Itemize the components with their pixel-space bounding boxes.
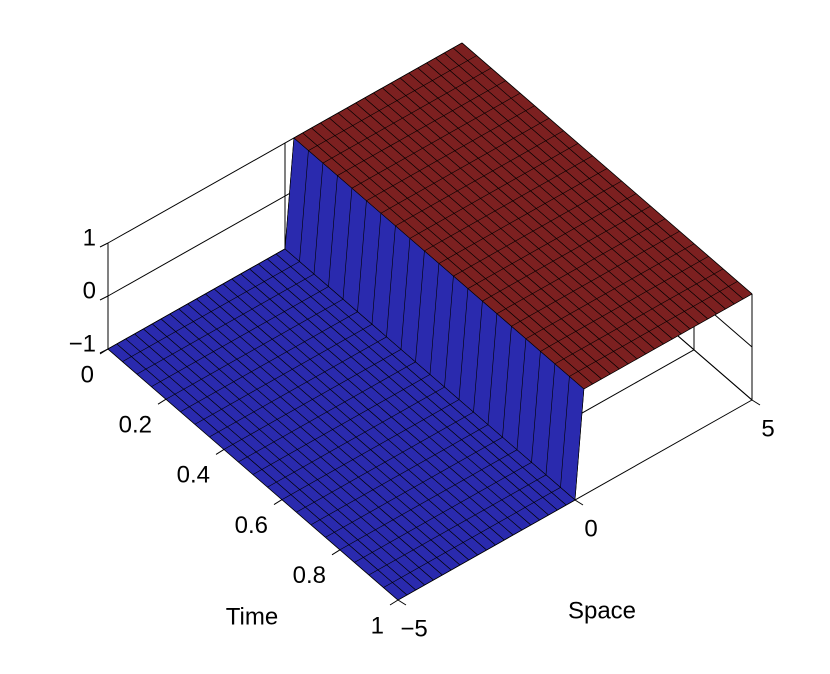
- mesh-line: [267, 180, 622, 488]
- mesh-line: [209, 130, 564, 438]
- mesh-line: [310, 218, 666, 525]
- mesh-line: [368, 268, 724, 576]
- tick-mark: [157, 398, 167, 405]
- y-tick-label: 0.8: [293, 562, 326, 589]
- tick-mark: [751, 399, 761, 406]
- z-tick-label: −1: [69, 330, 96, 357]
- y-tick-label: 1: [371, 612, 384, 639]
- mesh-line: [136, 67, 492, 375]
- mesh-line: [180, 105, 535, 413]
- mesh-line: [151, 80, 506, 387]
- mesh-line: [238, 155, 593, 463]
- mesh-line: [281, 193, 637, 500]
- x-tick-label: 5: [761, 415, 774, 442]
- tick-mark: [273, 499, 283, 506]
- tick-mark: [331, 549, 341, 556]
- mesh-line: [252, 168, 608, 475]
- y-axis-label: Time: [226, 603, 278, 630]
- tick-mark: [389, 599, 399, 606]
- tick-mark: [99, 348, 109, 355]
- x-tick-label: −5: [400, 615, 427, 642]
- tick-mark: [397, 599, 407, 606]
- mesh-line: [296, 205, 651, 513]
- tick-mark: [574, 499, 584, 506]
- y-tick-label: 0.2: [119, 412, 152, 439]
- mesh-line: [354, 256, 709, 563]
- mesh-line: [223, 143, 579, 450]
- mesh-line: [165, 92, 521, 400]
- mesh-line: [383, 281, 738, 588]
- tick-mark: [99, 295, 109, 301]
- x-tick-label: 0: [584, 515, 597, 542]
- z-tick-label: 1: [83, 224, 96, 251]
- tick-mark: [215, 448, 225, 455]
- mesh-line: [107, 42, 463, 350]
- y-tick-label: 0: [81, 361, 94, 388]
- mesh-line: [194, 118, 550, 425]
- mesh-line: [325, 231, 680, 538]
- y-tick-label: 0.4: [177, 462, 210, 489]
- x-axis-label: Space: [568, 597, 636, 624]
- z-tick-label: 0: [83, 277, 96, 304]
- y-tick-label: 0.6: [235, 512, 268, 539]
- tick-mark: [99, 242, 109, 248]
- mesh-line: [339, 243, 695, 551]
- mesh-line: [122, 55, 477, 362]
